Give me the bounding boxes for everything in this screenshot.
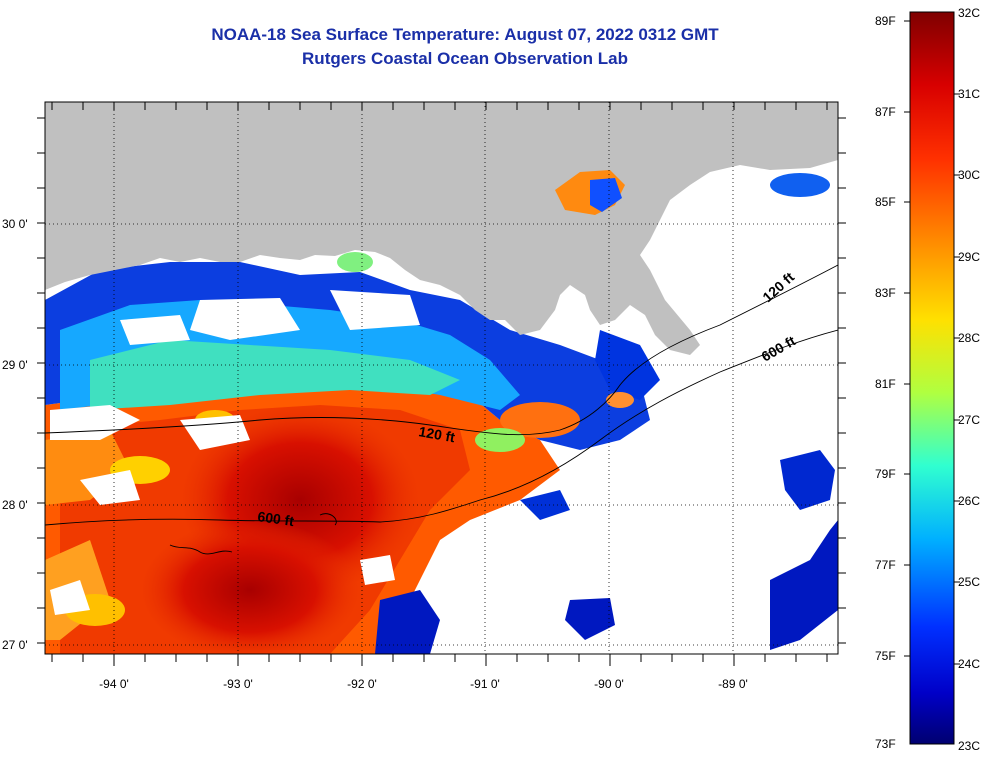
cb-c-32: 32C: [958, 6, 980, 20]
map-subtitle: Rutgers Coastal Ocean Observation Lab: [302, 49, 628, 68]
cb-c-23: 23C: [958, 739, 980, 753]
colorbar: [909, 11, 955, 745]
cb-c-24: 24C: [958, 657, 980, 671]
cb-c-26: 26C: [958, 494, 980, 508]
cb-f-83: 83F: [875, 286, 896, 300]
lon-label-90: -90 0': [594, 677, 624, 691]
cb-f-77: 77F: [875, 558, 896, 572]
contour-label-600ft-west: 600 ft: [257, 508, 296, 529]
map-frame: [44, 101, 839, 655]
contour-label-120ft-west: 120 ft: [417, 423, 456, 445]
lon-label-92: -92 0': [347, 677, 377, 691]
bathymetry-contours: [45, 264, 838, 555]
cb-f-73: 73F: [875, 737, 896, 751]
cb-c-29: 29C: [958, 250, 980, 264]
lat-label-27: 27 0': [2, 638, 28, 652]
graticule: [45, 102, 838, 654]
colorbar-ticks: [904, 20, 960, 665]
lon-label-93: -93 0': [223, 677, 253, 691]
lat-label-28: 28 0': [2, 498, 28, 512]
land-mass: [45, 102, 838, 355]
cb-f-75: 75F: [875, 649, 896, 663]
cb-c-30: 30C: [958, 168, 980, 182]
cb-c-31: 31C: [958, 87, 980, 101]
cb-f-79: 79F: [875, 467, 896, 481]
sst-field: [45, 173, 838, 654]
map-panel[interactable]: 120 ft 600 ft 120 ft 600 ft: [45, 102, 838, 660]
lat-label-29: 29 0': [2, 358, 28, 372]
cb-c-28: 28C: [958, 331, 980, 345]
lat-label-30: 30 0': [2, 217, 28, 231]
lon-label-94: -94 0': [99, 677, 129, 691]
cb-f-85: 85F: [875, 195, 896, 209]
map-ticks: [37, 102, 846, 666]
cb-f-81: 81F: [875, 377, 896, 391]
cb-c-27: 27C: [958, 413, 980, 427]
cb-c-25: 25C: [958, 575, 980, 589]
map-title: NOAA-18 Sea Surface Temperature: August …: [211, 25, 719, 44]
cb-f-87: 87F: [875, 105, 896, 119]
lon-label-91: -91 0': [470, 677, 500, 691]
lon-label-89: -89 0': [718, 677, 748, 691]
cb-f-89: 89F: [875, 14, 896, 28]
